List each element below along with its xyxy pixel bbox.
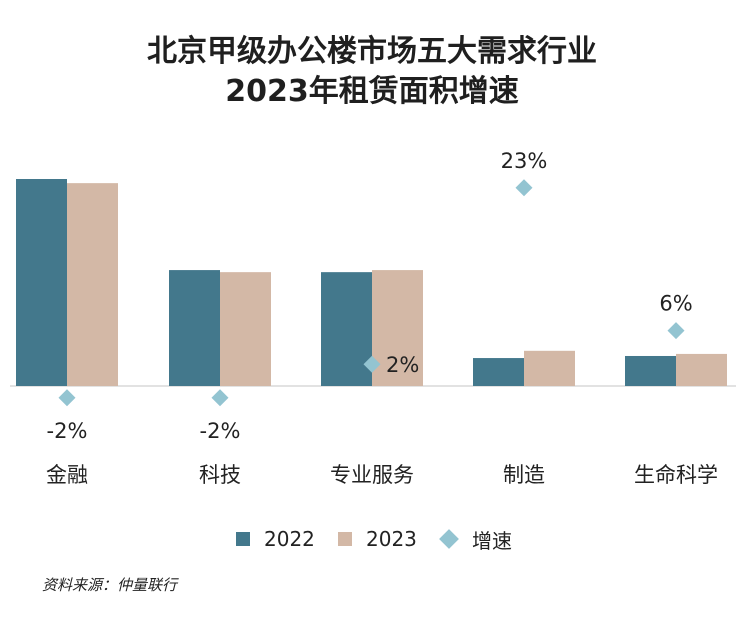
growth-label-4: 6% <box>659 292 692 316</box>
bar-2022-4 <box>625 355 676 386</box>
bar-2022-1 <box>169 270 220 386</box>
source-note: 资料来源：仲量联行 <box>42 576 178 594</box>
chart-title-line1: 北京甲级办公楼市场五大需求行业 <box>147 34 597 69</box>
growth-label-3: 23% <box>501 149 548 173</box>
chart-legend: 2022 2023 增速 <box>0 524 744 554</box>
legend-label-2022: 2022 <box>264 527 315 551</box>
growth-label-2: 2% <box>386 353 419 377</box>
bar-2022-3 <box>473 358 524 386</box>
legend-label-2023: 2023 <box>366 527 417 551</box>
bar-2022-2 <box>321 272 372 386</box>
legend-item-2023: 2023 <box>338 524 417 554</box>
bar-2023-4 <box>676 353 727 386</box>
category-label-2: 专业服务 <box>330 463 414 487</box>
growth-label-1: -2% <box>200 419 241 443</box>
legend-swatch-2022 <box>236 532 250 546</box>
growth-marker-1 <box>211 389 229 407</box>
category-label-3: 制造 <box>503 463 545 487</box>
category-label-0: 金融 <box>46 463 88 487</box>
growth-marker-4 <box>667 322 685 340</box>
bar-2023-3 <box>524 350 575 386</box>
bar-2022-0 <box>16 179 67 386</box>
bar-2023-2 <box>372 270 423 386</box>
growth-marker-2 <box>363 355 381 373</box>
legend-item-growth: 增速 <box>439 524 512 554</box>
bar-2023-1 <box>220 272 271 386</box>
category-label-4: 生命科学 <box>634 463 718 487</box>
chart-title-line2: 2023年租赁面积增速 <box>225 74 519 109</box>
legend-item-2022: 2022 <box>236 524 315 554</box>
growth-label-0: -2% <box>47 419 88 443</box>
category-label-1: 科技 <box>199 463 241 487</box>
legend-swatch-2023 <box>338 532 352 546</box>
legend-diamond-icon <box>439 529 459 549</box>
growth-marker-0 <box>58 389 76 407</box>
legend-label-growth: 增速 <box>472 528 512 553</box>
growth-marker-3 <box>515 179 533 197</box>
bar-2023-0 <box>67 183 118 386</box>
